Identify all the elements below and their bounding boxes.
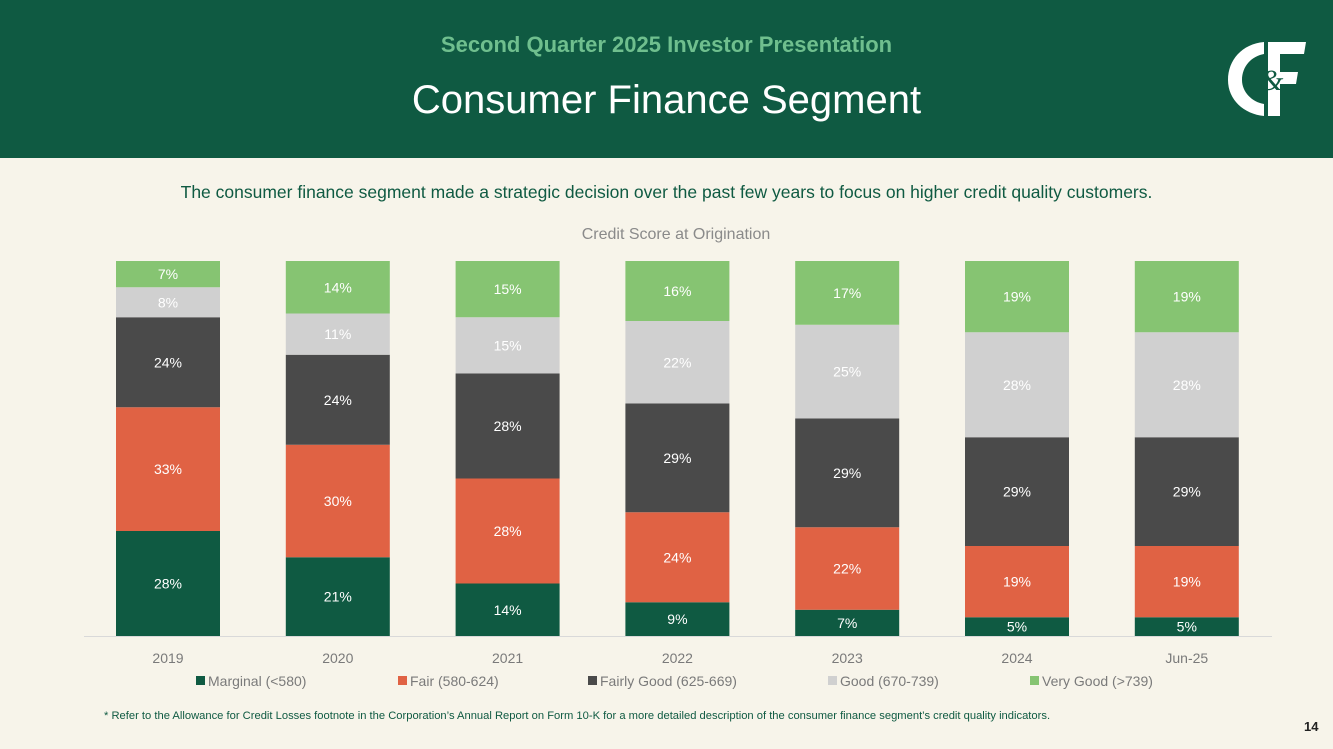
footnote: * Refer to the Allowance for Credit Loss… bbox=[104, 710, 1051, 722]
data-label: 14% bbox=[324, 279, 352, 295]
data-label: 28% bbox=[1173, 377, 1201, 393]
data-label: 5% bbox=[1177, 619, 1197, 635]
bar-segment bbox=[795, 261, 900, 325]
data-label: 19% bbox=[1003, 574, 1031, 590]
data-label: 21% bbox=[324, 589, 352, 605]
data-label: 11% bbox=[324, 326, 351, 342]
data-label: 24% bbox=[663, 549, 691, 565]
legend-label: Marginal (<580) bbox=[208, 673, 306, 689]
x-tick-label: 2024 bbox=[1001, 650, 1032, 666]
data-label: 24% bbox=[324, 392, 352, 408]
data-label: 28% bbox=[494, 418, 522, 434]
bar-segment bbox=[116, 261, 220, 288]
legend-swatch bbox=[398, 676, 407, 685]
bar-segment bbox=[965, 332, 1069, 438]
bar-segment bbox=[965, 437, 1069, 546]
page-title: Consumer Finance Segment bbox=[411, 78, 922, 122]
legend-label: Very Good (>739) bbox=[1042, 673, 1153, 689]
data-label: 15% bbox=[494, 281, 522, 297]
bar-segment bbox=[625, 602, 730, 636]
header-banner: Second Quarter 2025 Investor Presentatio… bbox=[0, 0, 1333, 158]
data-label: 29% bbox=[833, 465, 861, 481]
data-label: 28% bbox=[154, 576, 182, 592]
presentation-subtitle: Second Quarter 2025 Investor Presentatio… bbox=[440, 32, 893, 57]
bar-segment bbox=[795, 418, 900, 528]
bar-segment bbox=[455, 478, 560, 584]
data-label: 33% bbox=[154, 461, 182, 477]
x-tick-label: 2020 bbox=[322, 650, 353, 666]
bar-segment bbox=[965, 617, 1069, 636]
bar-segment bbox=[625, 261, 730, 321]
bar-segment bbox=[285, 354, 390, 445]
bar-segment bbox=[285, 444, 390, 558]
data-label: 9% bbox=[667, 611, 687, 627]
bar-segment bbox=[625, 403, 730, 513]
credit-score-chart: Credit Score at Origination 28% 33% 24% 8% 7%… bbox=[84, 226, 1272, 689]
x-tick-label: 2022 bbox=[662, 650, 693, 666]
bar-segment bbox=[795, 324, 900, 419]
bar-segment bbox=[455, 373, 560, 479]
legend-label: Fair (580-624) bbox=[410, 673, 499, 689]
data-label: 28% bbox=[494, 523, 522, 539]
x-tick-label: 2019 bbox=[152, 650, 183, 666]
bar-segment bbox=[285, 313, 390, 355]
chart-title: Credit Score at Origination bbox=[582, 226, 771, 243]
bar-segment bbox=[625, 321, 730, 404]
data-label: 19% bbox=[1003, 289, 1031, 305]
bar-segment bbox=[625, 512, 730, 603]
legend-swatch bbox=[588, 676, 597, 685]
bar-segment bbox=[116, 287, 220, 318]
tagline: The consumer finance segment made a stra… bbox=[180, 182, 1153, 202]
bar-segment bbox=[285, 261, 390, 314]
bar-segment bbox=[455, 583, 560, 636]
bar-segment bbox=[116, 407, 220, 531]
bar-segment bbox=[285, 557, 390, 636]
data-label: 15% bbox=[494, 337, 522, 353]
bar-segment bbox=[1134, 332, 1239, 438]
x-tick-label: 2023 bbox=[832, 650, 863, 666]
bar-segment bbox=[1134, 261, 1239, 333]
data-label: 22% bbox=[663, 354, 691, 370]
data-label: 17% bbox=[833, 285, 861, 301]
x-tick-label: 2021 bbox=[492, 650, 523, 666]
data-label: 29% bbox=[1173, 484, 1201, 500]
data-label: 5% bbox=[1007, 619, 1027, 635]
bar-segment bbox=[795, 609, 900, 636]
logo-ampersand: & bbox=[1260, 64, 1284, 97]
legend-swatch bbox=[828, 676, 837, 685]
bar-segment bbox=[116, 317, 220, 408]
bar-segment bbox=[116, 531, 220, 636]
data-label: 7% bbox=[837, 615, 857, 631]
bar-segment bbox=[965, 546, 1069, 618]
x-tick-label: Jun-25 bbox=[1165, 650, 1208, 666]
bar-segment bbox=[965, 261, 1069, 333]
bar-segment bbox=[795, 527, 900, 610]
bar-segment bbox=[1134, 437, 1239, 546]
data-label: 19% bbox=[1173, 574, 1201, 590]
legend-label: Fairly Good (625-669) bbox=[600, 673, 737, 689]
page-number: 14 bbox=[1304, 719, 1319, 734]
data-label: 28% bbox=[1003, 377, 1031, 393]
data-label: 25% bbox=[833, 364, 861, 380]
bar-segment bbox=[455, 317, 560, 374]
bar-segment bbox=[455, 261, 560, 318]
data-label: 8% bbox=[158, 294, 178, 310]
legend-swatch bbox=[196, 676, 205, 685]
data-label: 16% bbox=[663, 283, 691, 299]
data-label: 30% bbox=[324, 493, 352, 509]
data-label: 29% bbox=[1003, 484, 1031, 500]
legend-label: Good (670-739) bbox=[840, 673, 939, 689]
data-label: 24% bbox=[154, 354, 182, 370]
bar-segment bbox=[1134, 546, 1239, 618]
data-label: 22% bbox=[833, 561, 861, 577]
data-label: 19% bbox=[1173, 289, 1201, 305]
company-logo: & bbox=[1228, 42, 1306, 116]
data-label: 29% bbox=[663, 450, 691, 466]
bar-segment bbox=[1134, 617, 1239, 636]
data-label: 14% bbox=[494, 602, 522, 618]
legend-swatch bbox=[1030, 676, 1039, 685]
data-label: 7% bbox=[158, 266, 178, 282]
